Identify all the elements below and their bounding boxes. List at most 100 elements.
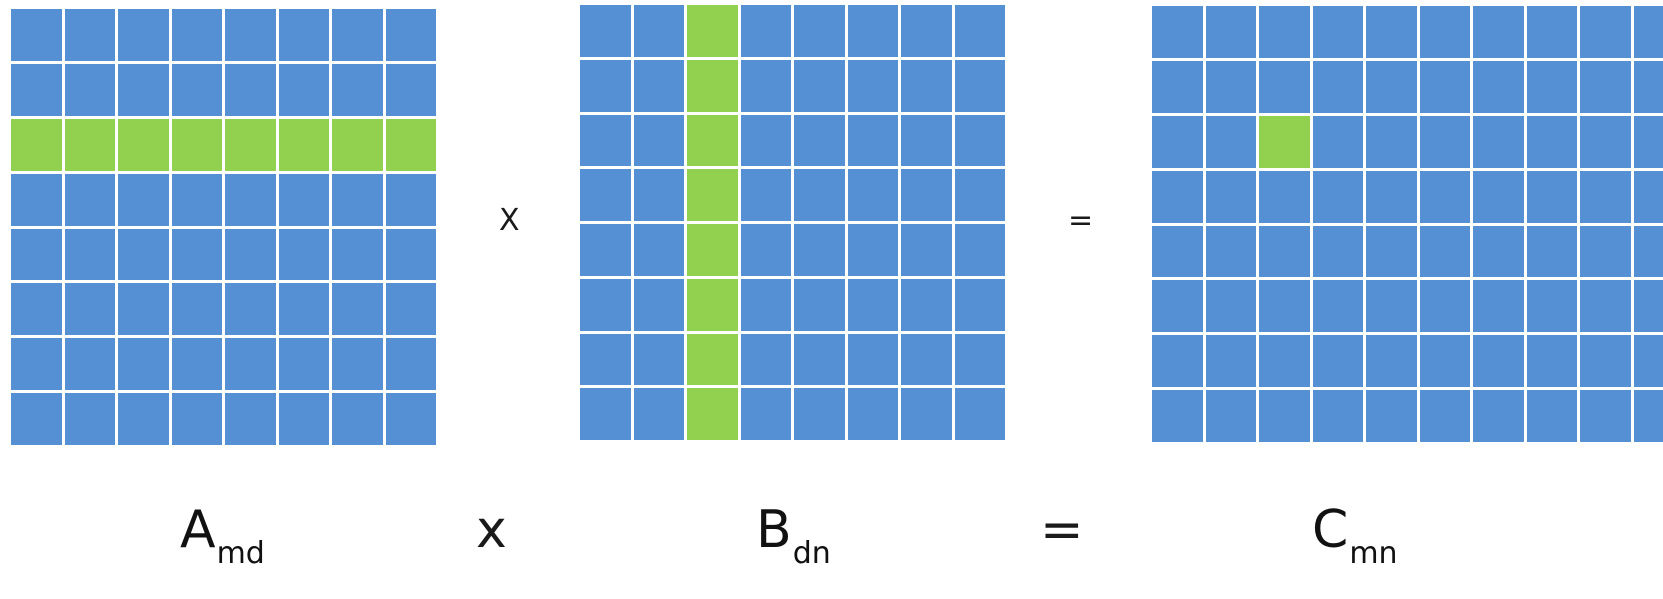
matrix-c-highlight-cell	[1259, 115, 1310, 168]
matrix-c-cell	[1633, 335, 1663, 388]
matrix-b-cell	[740, 169, 791, 221]
matrix-c-cell	[1473, 170, 1524, 223]
matrix-b-cell	[633, 169, 684, 221]
matrix-a-cell	[171, 393, 222, 445]
matrix-a-cell	[11, 228, 62, 281]
matrix-a-highlight-cell	[64, 118, 115, 171]
matrix-b-highlight-cell	[687, 114, 738, 167]
matrix-c-cell	[1366, 60, 1417, 113]
matrix-c-cell	[1312, 170, 1363, 223]
label-c-subscript: mn	[1349, 536, 1398, 571]
matrix-b-cell	[901, 169, 952, 221]
matrix-a-cell	[225, 228, 276, 281]
label-b: Bdn	[756, 500, 831, 571]
matrix-c-cell	[1205, 335, 1256, 388]
matrix-b-highlight-cell	[687, 388, 738, 440]
matrix-c-cell	[1633, 115, 1663, 168]
matrix-b-highlight-cell	[687, 5, 738, 57]
matrix-c-cell	[1580, 6, 1631, 58]
matrix-a-cell	[278, 228, 329, 281]
matrix-c-cell	[1366, 225, 1417, 278]
matrix-a-cell	[11, 393, 62, 445]
matrix-c-cell	[1152, 280, 1203, 333]
matrix-a-cell	[171, 63, 222, 116]
matrix-c-cell	[1366, 335, 1417, 388]
matrix-a-cell	[385, 63, 436, 116]
matrix-c-cell	[1205, 170, 1256, 223]
matrix-c-cell	[1526, 335, 1577, 388]
matrix-b-cell	[954, 278, 1005, 331]
matrix-b-cell	[794, 59, 845, 112]
matrix-b-cell	[901, 333, 952, 386]
matrix-a-cell	[278, 283, 329, 336]
matrix-b-cell	[794, 224, 845, 276]
matrix-b-highlight-cell	[687, 278, 738, 331]
matrix-b-cell	[633, 388, 684, 440]
label-b-letter: B	[756, 500, 792, 560]
matrix-b-cell	[847, 5, 898, 57]
matrix-a-highlight-cell	[225, 118, 276, 171]
matrix-a-cell	[11, 283, 62, 336]
matrix-c-cell	[1366, 6, 1417, 58]
label-a-letter: A	[180, 500, 216, 560]
matrix-c-cell	[1366, 115, 1417, 168]
matrix-b-cell	[580, 169, 631, 221]
matrix-a-cell	[118, 338, 169, 391]
matrix-a-cell	[64, 63, 115, 116]
matrix-c-cell	[1419, 225, 1470, 278]
matrix-b-cell	[580, 333, 631, 386]
matrix-c-cell	[1312, 390, 1363, 442]
matrix-c-cell	[1366, 280, 1417, 333]
matrix-c-cell	[1152, 170, 1203, 223]
matrix-b-cell	[633, 59, 684, 112]
multiply-operator-bottom: x	[476, 500, 507, 560]
matrix-a-cell	[278, 173, 329, 226]
matrix-b-highlight-cell	[687, 169, 738, 221]
matrix-a-cell	[64, 393, 115, 445]
matrix-a-cell	[385, 338, 436, 391]
matrix-c-cell	[1312, 60, 1363, 113]
matrix-b-cell	[794, 114, 845, 167]
matrix-b-grid	[580, 5, 1005, 440]
matrix-a-cell	[332, 228, 383, 281]
matrix-a-cell	[64, 283, 115, 336]
matrix-c-cell	[1419, 170, 1470, 223]
matrix-c-cell	[1205, 6, 1256, 58]
matrix-b-cell	[794, 388, 845, 440]
matrix-a-cell	[64, 228, 115, 281]
matrix-b-highlight-cell	[687, 224, 738, 276]
matrix-b-cell	[633, 333, 684, 386]
matrix-a-cell	[171, 228, 222, 281]
matrix-c-cell	[1526, 60, 1577, 113]
matrix-c-cell	[1259, 60, 1310, 113]
matrix-c-cell	[1473, 6, 1524, 58]
matrix-b-cell	[633, 278, 684, 331]
matrix-b-cell	[847, 59, 898, 112]
matrix-b-cell	[954, 59, 1005, 112]
matrix-c-cell	[1312, 115, 1363, 168]
matrix-c-cell	[1473, 280, 1524, 333]
matrix-c-cell	[1580, 170, 1631, 223]
matrix-c-cell	[1312, 335, 1363, 388]
matrix-a-cell	[332, 173, 383, 226]
matrix-c-cell	[1152, 225, 1203, 278]
matrix-b-cell	[901, 114, 952, 167]
label-a-subscript: md	[216, 536, 265, 571]
matrix-b-cell	[901, 5, 952, 57]
matrix-c-cell	[1205, 390, 1256, 442]
matrix-a-cell	[118, 228, 169, 281]
matrix-c-cell	[1580, 60, 1631, 113]
matrix-c-cell	[1259, 390, 1310, 442]
matrix-c-cell	[1366, 390, 1417, 442]
matrix-c-cell	[1580, 115, 1631, 168]
matrix-a-cell	[118, 63, 169, 116]
matrix-c-cell	[1633, 60, 1663, 113]
matrix-b-cell	[740, 278, 791, 331]
matrix-c-cell	[1526, 115, 1577, 168]
matrix-c-cell	[1152, 6, 1203, 58]
matrix-c-cell	[1633, 170, 1663, 223]
matrix-b-cell	[580, 5, 631, 57]
matrix-a-highlight-cell	[385, 118, 436, 171]
matrix-a-cell	[11, 63, 62, 116]
matrix-b-cell	[954, 5, 1005, 57]
